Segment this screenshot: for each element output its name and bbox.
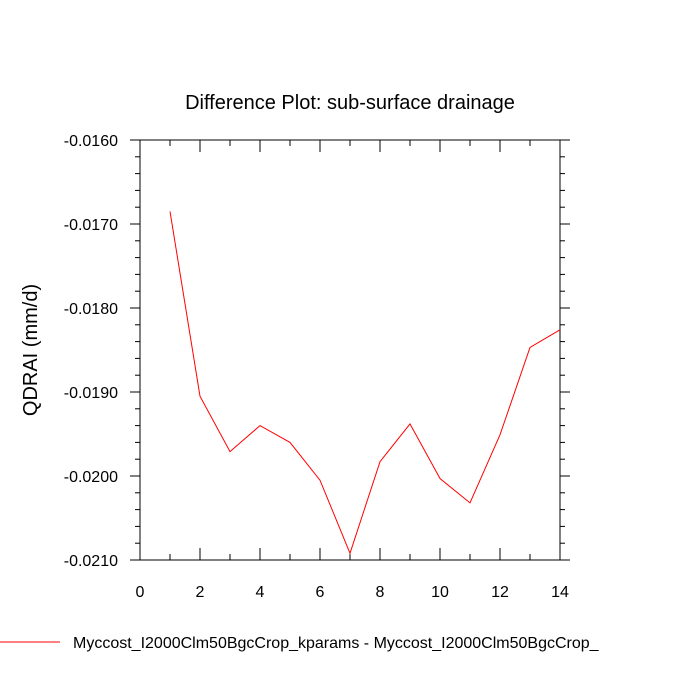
legend: Myccost_I2000Clm50BgcCrop_kparams - Mycc…	[0, 635, 600, 652]
y-axis-label: QDRAI (mm/d)	[20, 284, 42, 416]
plot-area: 0 2 4 6 8 10 12 14 -0.0160 -0.0170 -0.0180 -0.0190 -…	[64, 133, 570, 601]
x-tick-label: 4	[256, 584, 265, 601]
x-tick-label: 12	[491, 584, 509, 601]
y-tick-label: -0.0170	[64, 217, 118, 234]
y-tick-label: -0.0210	[64, 553, 118, 570]
y-tick-label: -0.0180	[64, 301, 118, 318]
plot-frame	[139, 139, 561, 561]
legend-label: Myccost_I2000Clm50BgcCrop_kparams - Mycc…	[73, 635, 600, 652]
x-tick-label: 8	[376, 584, 385, 601]
x-tick-label: 0	[136, 584, 145, 601]
x-tick-label: 6	[316, 584, 325, 601]
x-tick-label: 10	[431, 584, 449, 601]
y-tick-label: -0.0160	[64, 133, 118, 150]
y-tick-label: -0.0200	[64, 469, 118, 486]
x-tick-label: 2	[196, 584, 205, 601]
y-tick-label: -0.0190	[64, 385, 118, 402]
x-tick-label: 14	[551, 584, 569, 601]
series-line	[169, 211, 561, 555]
chart-title: Difference Plot: sub-surface drainage	[185, 92, 515, 114]
series-layer	[169, 211, 561, 555]
